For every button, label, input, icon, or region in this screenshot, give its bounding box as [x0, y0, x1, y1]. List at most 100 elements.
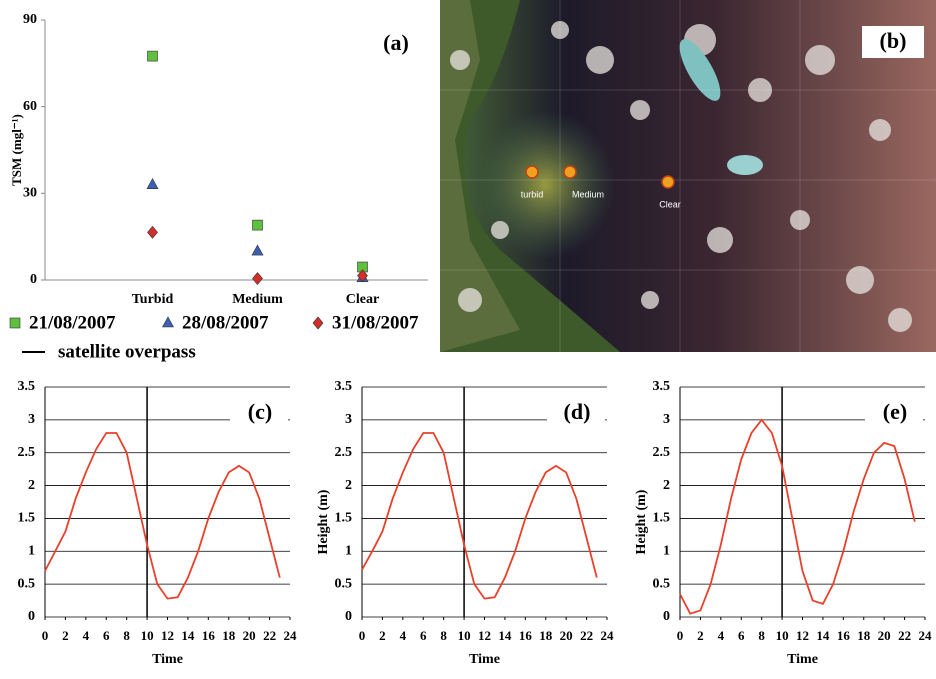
- x-tick-label: 14: [181, 628, 195, 643]
- x-tick-label: 24: [284, 628, 298, 643]
- x-tick-label: 20: [243, 628, 256, 643]
- x-tick-label: 2: [697, 628, 704, 643]
- y-tick-label: 0: [345, 609, 352, 624]
- x-axis-label: Time: [469, 652, 500, 667]
- x-tick-label: 8: [758, 628, 765, 643]
- x-tick-label: 20: [560, 628, 573, 643]
- x-tick-label: 14: [816, 628, 830, 643]
- y-tick-label: 1: [28, 544, 35, 559]
- x-tick-label: 24: [919, 628, 933, 643]
- marker-diamond: [147, 225, 158, 239]
- x-tick-label: 12: [161, 628, 174, 643]
- y-tick-label: 2.5: [18, 445, 36, 460]
- x-axis-label: Time: [787, 652, 818, 667]
- marker-square: [147, 50, 158, 62]
- marker-triangle: [146, 178, 159, 189]
- y-tick-label: 3.5: [653, 379, 671, 394]
- panel-label-bg: [865, 401, 923, 427]
- marker-diamond: [312, 316, 324, 330]
- image-marker-label: turbid: [521, 189, 544, 199]
- x-tick-label: 22: [580, 628, 593, 643]
- x-tick-label: Turbid: [132, 292, 174, 307]
- tide-line: [361, 432, 598, 600]
- panel-label-bg: [547, 401, 605, 427]
- y-tick-label: 1.5: [653, 511, 671, 526]
- panel-label: (c): [248, 399, 272, 424]
- x-tick-label: 4: [400, 628, 407, 643]
- y-tick-label: 0.5: [18, 576, 36, 591]
- x-tick-label: 22: [898, 628, 911, 643]
- x-tick-label: 6: [738, 628, 745, 643]
- marker-triangle: [251, 244, 264, 256]
- image-marker-label: Clear: [659, 199, 681, 209]
- y-tick-label: 1: [345, 544, 352, 559]
- x-tick-label: 8: [123, 628, 130, 643]
- x-tick-label: 6: [420, 628, 427, 643]
- x-tick-label: 10: [776, 628, 789, 643]
- y-tick-label: 3: [28, 412, 35, 427]
- panel-label: (e): [883, 399, 907, 424]
- x-tick-label: 24: [601, 628, 615, 643]
- image-marker-label: Medium: [572, 189, 604, 199]
- panel-label: (d): [564, 399, 591, 424]
- y-tick-label: 30: [23, 186, 37, 201]
- y-tick-label: 3: [663, 412, 670, 427]
- marker-triangle: [161, 316, 175, 328]
- y-tick-label: 2.5: [335, 445, 353, 460]
- x-tick-label: 10: [458, 628, 471, 643]
- y-tick-label: 2: [663, 478, 670, 493]
- x-tick-label: 2: [62, 628, 69, 643]
- y-axis-label: Height (m): [634, 489, 649, 554]
- y-tick-label: 60: [23, 99, 37, 114]
- tide-line: [679, 418, 916, 615]
- x-tick-label: 16: [837, 628, 851, 643]
- x-tick-label: 0: [677, 628, 684, 643]
- x-tick-label: Medium: [232, 292, 283, 307]
- x-tick-label: 18: [539, 628, 553, 643]
- x-tick-label: 6: [103, 628, 110, 643]
- x-axis-label: Time: [152, 652, 183, 667]
- y-axis-label: TSM (mgl⁻¹): [9, 114, 24, 186]
- y-tick-label: 0.5: [653, 576, 671, 591]
- legend-label: 21/08/2007: [29, 312, 116, 333]
- y-tick-label: 3.5: [335, 379, 353, 394]
- x-tick-label: 0: [359, 628, 366, 643]
- x-tick-label: 16: [202, 628, 216, 643]
- y-tick-label: 1: [663, 544, 670, 559]
- y-tick-label: 2.5: [653, 445, 671, 460]
- x-tick-label: 18: [857, 628, 871, 643]
- x-tick-label: 4: [83, 628, 90, 643]
- tide-line: [44, 432, 281, 600]
- x-tick-label: 12: [796, 628, 809, 643]
- panel-label-bg: [230, 401, 288, 427]
- x-tick-label: 0: [42, 628, 49, 643]
- marker-square: [252, 219, 263, 231]
- x-tick-label: 14: [498, 628, 512, 643]
- x-tick-label: Clear: [346, 292, 379, 307]
- marker-square: [9, 317, 21, 329]
- x-tick-label: 8: [440, 628, 447, 643]
- x-tick-label: 2: [379, 628, 386, 643]
- y-tick-label: 0: [663, 609, 670, 624]
- y-tick-label: 90: [23, 12, 37, 27]
- legend-label: 28/08/2007: [182, 312, 269, 333]
- x-tick-label: 4: [718, 628, 725, 643]
- panel-label: (a): [383, 30, 409, 55]
- marker-diamond: [357, 269, 368, 283]
- y-tick-label: 1.5: [18, 511, 36, 526]
- x-tick-label: 20: [878, 628, 891, 643]
- x-tick-label: 12: [478, 628, 491, 643]
- y-tick-label: 1.5: [335, 511, 353, 526]
- legend-label: satellite overpass: [58, 341, 196, 362]
- y-tick-label: 0: [30, 272, 37, 287]
- marker-diamond: [252, 272, 263, 286]
- x-tick-label: 22: [263, 628, 276, 643]
- y-tick-label: 0: [28, 609, 35, 624]
- y-tick-label: 0.5: [335, 576, 353, 591]
- legend-label: 31/08/2007: [332, 312, 419, 333]
- panel-label: (b): [880, 28, 907, 53]
- y-tick-label: 3.5: [18, 379, 36, 394]
- x-tick-label: 16: [519, 628, 533, 643]
- y-tick-label: 2: [28, 478, 35, 493]
